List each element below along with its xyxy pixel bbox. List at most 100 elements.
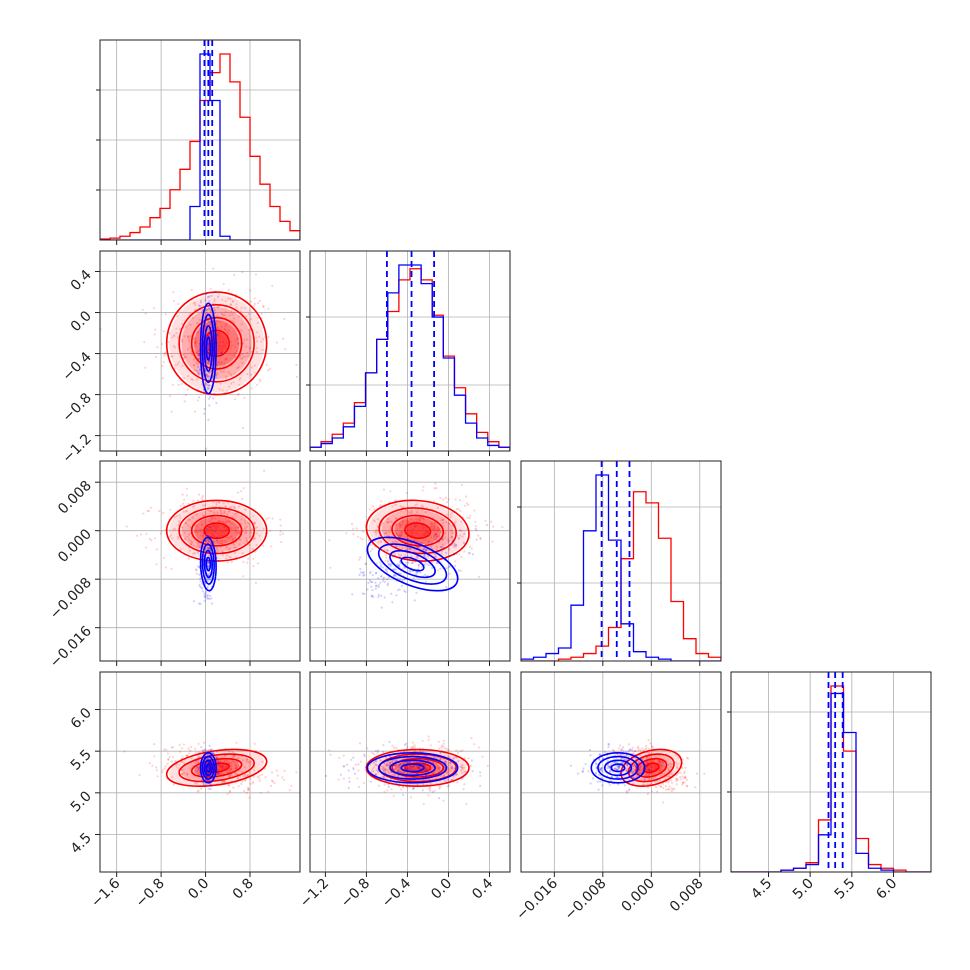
scatter-point	[401, 532, 404, 535]
scatter-point	[220, 361, 223, 364]
scatter-point	[235, 306, 238, 309]
scatter-point	[194, 342, 197, 345]
scatter-point	[434, 482, 437, 485]
scatter-point	[439, 758, 442, 761]
scatter-point	[440, 552, 443, 555]
scatter-point	[422, 518, 425, 521]
scatter-point	[205, 539, 208, 542]
scatter-point	[237, 756, 240, 760]
scatter-point	[425, 769, 428, 772]
scatter-point	[202, 514, 205, 517]
scatter-point	[380, 564, 383, 567]
scatter-point	[248, 346, 251, 349]
scatter-point	[169, 534, 172, 537]
scatter-point	[275, 769, 278, 772]
scatter-point	[382, 768, 385, 772]
scatter-point	[192, 505, 195, 508]
scatter-point	[218, 762, 221, 765]
scatter-point	[234, 339, 237, 342]
scatter-point	[429, 522, 433, 525]
scatter-point	[208, 384, 211, 387]
scatter-point	[193, 552, 196, 555]
scatter-point	[221, 389, 224, 392]
scatter-point	[438, 549, 441, 552]
y-tick-label: −0.4	[59, 349, 94, 384]
scatter-point	[207, 346, 210, 349]
scatter-point	[236, 342, 240, 345]
scatter-point	[395, 541, 398, 544]
scatter-point	[241, 551, 244, 555]
scatter-point	[684, 776, 687, 779]
scatter-point	[406, 541, 409, 544]
scatter-point	[258, 777, 261, 780]
scatter-point	[433, 535, 436, 538]
scatter-point	[183, 335, 186, 338]
scatter-point	[237, 505, 241, 508]
scatter-point	[408, 766, 411, 769]
scatter-point	[429, 782, 432, 785]
scatter-point	[235, 531, 238, 534]
scatter-point	[408, 569, 411, 572]
scatter-point	[182, 510, 185, 513]
scatter-point	[451, 511, 454, 514]
scatter-point	[187, 518, 190, 521]
scatter-point	[684, 775, 687, 778]
density-fill-red	[644, 763, 659, 772]
scatter-point	[452, 553, 456, 556]
scatter-point	[359, 571, 362, 574]
scatter-point	[374, 531, 377, 534]
scatter-point	[632, 764, 635, 767]
scatter-point	[397, 769, 400, 772]
scatter-point	[215, 773, 219, 776]
scatter-point	[234, 546, 237, 549]
scatter-point	[622, 749, 625, 752]
scatter-point	[465, 502, 468, 505]
scatter-point	[205, 578, 209, 581]
scatter-point	[424, 549, 427, 552]
scatter-point	[199, 543, 202, 547]
scatter-point	[626, 759, 629, 762]
scatter-point	[395, 759, 398, 762]
scatter-point	[615, 764, 618, 767]
scatter-point	[663, 772, 666, 775]
scatter-point	[227, 371, 230, 374]
scatter-point	[249, 777, 252, 780]
scatter-point	[208, 384, 211, 387]
scatter-point	[237, 366, 240, 369]
scatter-point	[171, 776, 174, 779]
scatter-point	[387, 576, 390, 579]
scatter-point	[595, 762, 598, 765]
scatter-point	[259, 380, 262, 383]
scatter-point	[383, 774, 386, 777]
scatter-point	[418, 519, 421, 523]
scatter-point	[197, 565, 200, 568]
scatter-point	[242, 575, 245, 578]
scatter-point	[329, 566, 332, 569]
scatter-point	[254, 537, 257, 540]
scatter-point	[475, 538, 478, 541]
scatter-point	[198, 602, 201, 605]
scatter-point	[197, 766, 200, 769]
scatter-point	[231, 313, 234, 316]
scatter-point	[414, 533, 418, 536]
scatter-point	[410, 746, 413, 749]
scatter-point	[380, 768, 384, 771]
scatter-point	[208, 779, 211, 782]
contour-blue	[377, 755, 448, 780]
scatter-point	[198, 318, 201, 321]
scatter-point	[243, 307, 246, 310]
scatter-point	[207, 553, 210, 556]
scatter-point	[622, 761, 625, 764]
scatter-point	[217, 335, 220, 338]
scatter-point	[212, 511, 215, 514]
scatter-point	[182, 743, 185, 746]
scatter-point	[388, 520, 391, 524]
scatter-point	[247, 354, 250, 358]
scatter-point	[258, 378, 261, 381]
scatter-point	[163, 767, 166, 770]
scatter-point	[454, 545, 457, 548]
scatter-point	[229, 303, 232, 306]
scatter-point	[247, 774, 250, 777]
scatter-point	[427, 542, 430, 545]
scatter-point	[208, 744, 211, 747]
